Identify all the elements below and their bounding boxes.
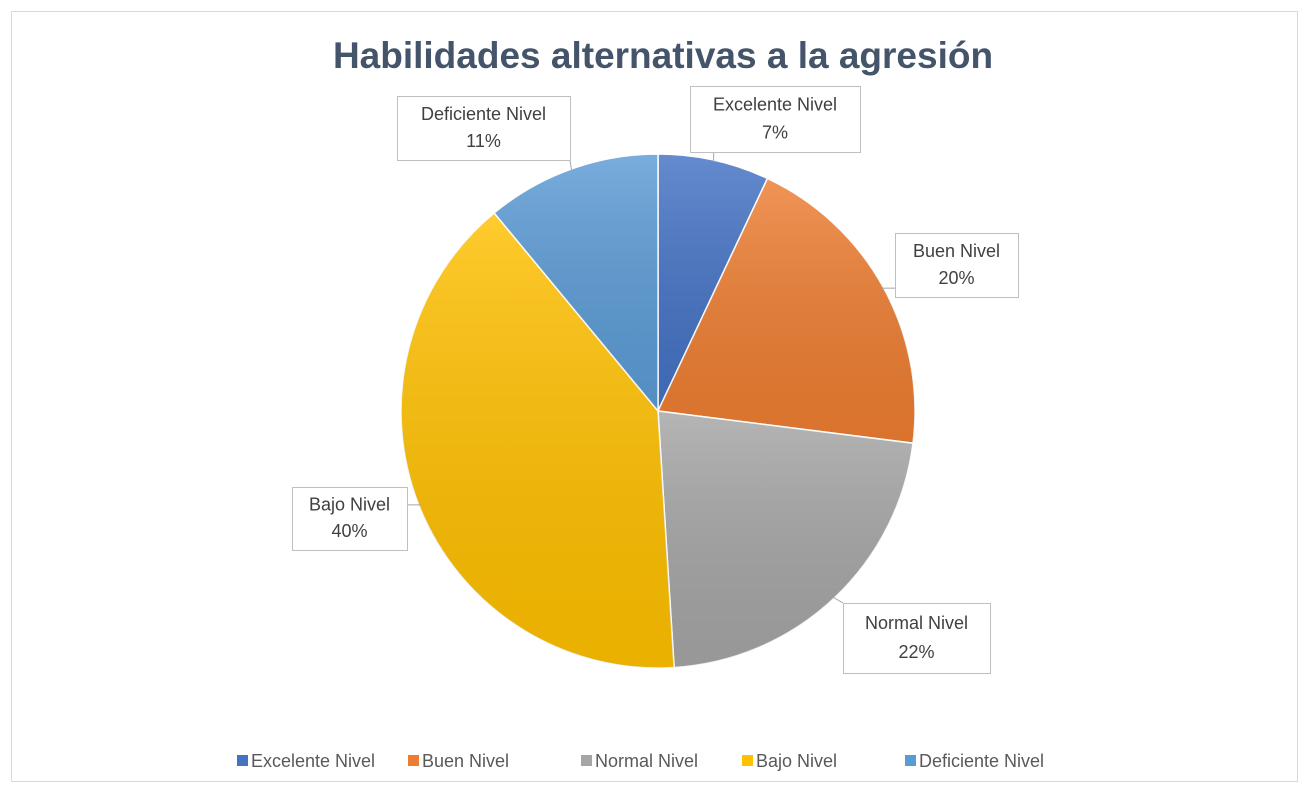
- leader-line: [832, 596, 844, 604]
- label-box: [397, 96, 571, 161]
- label-value: 7%: [762, 122, 788, 142]
- label-category: Bajo Nivel: [309, 495, 390, 515]
- slice-shade: [658, 178, 915, 444]
- legend-swatch: [408, 755, 419, 766]
- label-box: [292, 487, 408, 551]
- slice-shade: [658, 411, 913, 668]
- legend-swatch: [742, 755, 753, 766]
- data-labels: Excelente Nivel 7% Buen Nivel 20% Normal Niv…: [292, 86, 1019, 674]
- leader-line: [569, 159, 573, 172]
- label-value: 11%: [466, 131, 501, 151]
- label-value: 20%: [938, 268, 974, 288]
- legend-swatch: [905, 755, 916, 766]
- legend-label: Excelente Nivel: [251, 751, 375, 771]
- label-category: Normal Nivel: [865, 613, 968, 633]
- legend-label: Normal Nivel: [595, 751, 698, 771]
- label-box: [895, 233, 1019, 298]
- legend-swatch: [237, 755, 248, 766]
- legend-label: Buen Nivel: [422, 751, 509, 771]
- label-category: Excelente Nivel: [713, 95, 837, 115]
- legend-label: Bajo Nivel: [756, 751, 837, 771]
- slice-shade: [658, 154, 768, 411]
- legend-label: Deficiente Nivel: [919, 751, 1044, 771]
- label-category: Buen Nivel: [913, 241, 1000, 261]
- label-value: 22%: [898, 642, 934, 662]
- pie: [400, 153, 916, 669]
- label-value: 40%: [331, 521, 367, 541]
- chart-title: Habilidades alternativas a la agresión: [333, 35, 993, 76]
- slice-shade: [401, 212, 675, 669]
- label-box: [690, 86, 861, 153]
- slice-shade: [494, 154, 658, 411]
- legend-swatch: [581, 755, 592, 766]
- label-category: Deficiente Nivel: [421, 104, 546, 124]
- label-box: [843, 603, 991, 674]
- legend: Excelente Nivel Buen Nivel Normal Nivel Baj…: [237, 751, 1044, 771]
